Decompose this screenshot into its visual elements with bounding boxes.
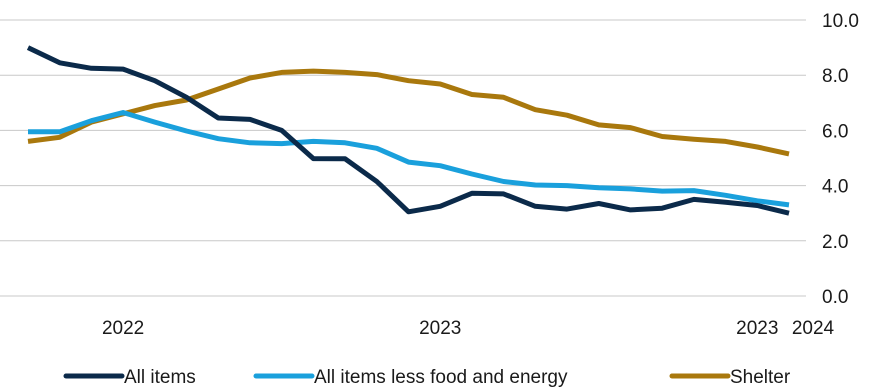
y-tick-label: 0.0 — [822, 287, 848, 308]
series-lines — [26, 45, 790, 216]
y-axis-tick-labels: 0.0 2.0 4.0 6.0 8.0 10.0 — [822, 11, 859, 308]
series-line-all-items-less-food-and-energy — [28, 110, 790, 208]
legend-label-all-items: All items — [124, 367, 196, 388]
x-tick-label: 2023 — [419, 318, 461, 339]
legend-label-all-items-less-food-and-energy: All items less food and energy — [314, 367, 568, 388]
x-axis-tick-labels: 2022 2023 2023 2024 — [102, 318, 835, 339]
y-tick-label: 2.0 — [822, 232, 848, 253]
y-tick-label: 8.0 — [822, 66, 848, 87]
series-line-all-items — [26, 45, 790, 216]
legend: All items All items less food and energy S… — [63, 367, 791, 388]
series-line-shelter — [27, 68, 790, 157]
y-tick-label: 6.0 — [822, 121, 848, 142]
x-tick-label: 2022 — [102, 318, 144, 339]
legend-label-shelter: Shelter — [730, 367, 791, 388]
y-tick-label: 10.0 — [822, 11, 859, 32]
x-tick-label: 2023 — [736, 318, 778, 339]
x-tick-label: 2024 — [792, 318, 835, 339]
y-tick-label: 4.0 — [822, 177, 848, 198]
